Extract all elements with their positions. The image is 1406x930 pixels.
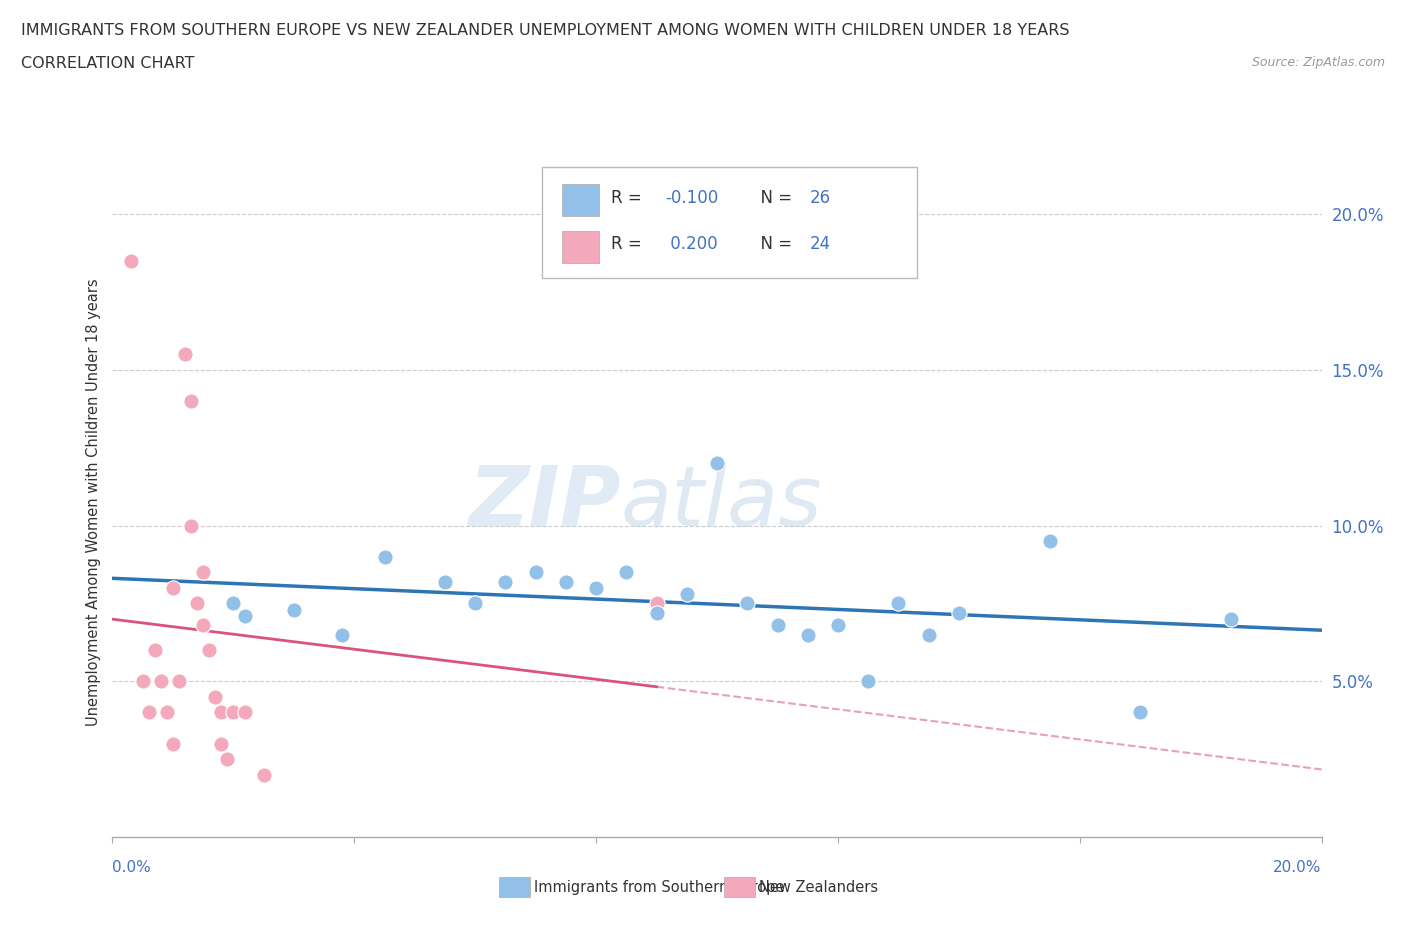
Point — [433, 574, 456, 589]
Point — [554, 574, 576, 589]
Text: ZIP: ZIP — [468, 461, 620, 543]
Point — [283, 603, 305, 618]
Point — [162, 580, 184, 595]
Point — [645, 596, 668, 611]
Point — [737, 596, 759, 611]
Point — [374, 550, 396, 565]
Point — [1038, 534, 1062, 549]
Point — [174, 347, 197, 362]
Point — [495, 574, 517, 589]
Point — [138, 705, 160, 720]
Bar — [562, 231, 599, 263]
Point — [198, 643, 221, 658]
Text: 26: 26 — [810, 189, 831, 206]
Point — [132, 674, 155, 689]
Point — [209, 705, 232, 720]
Point — [1129, 705, 1152, 720]
Point — [222, 705, 245, 720]
Point — [217, 751, 239, 766]
Point — [645, 605, 668, 620]
Point — [167, 674, 190, 689]
Bar — [562, 184, 599, 217]
Point — [149, 674, 172, 689]
Text: 24: 24 — [810, 235, 831, 253]
Point — [675, 587, 697, 602]
Point — [948, 605, 970, 620]
Point — [162, 737, 184, 751]
Y-axis label: Unemployment Among Women with Children Under 18 years: Unemployment Among Women with Children U… — [86, 278, 101, 726]
Point — [143, 643, 166, 658]
Point — [330, 627, 353, 642]
Text: R =: R = — [610, 235, 647, 253]
Point — [204, 689, 226, 704]
Point — [524, 565, 547, 579]
Point — [706, 456, 728, 471]
Text: 0.0%: 0.0% — [112, 860, 152, 875]
Text: Immigrants from Southern Europe: Immigrants from Southern Europe — [534, 880, 785, 895]
Text: N =: N = — [749, 235, 797, 253]
Text: CORRELATION CHART: CORRELATION CHART — [21, 56, 194, 71]
Point — [766, 618, 789, 632]
Text: atlas: atlas — [620, 461, 823, 543]
Point — [235, 608, 257, 623]
Point — [191, 618, 214, 632]
Text: Source: ZipAtlas.com: Source: ZipAtlas.com — [1251, 56, 1385, 69]
Text: 0.200: 0.200 — [665, 235, 717, 253]
Point — [180, 518, 202, 533]
Point — [887, 596, 910, 611]
FancyBboxPatch shape — [541, 167, 917, 278]
Point — [156, 705, 179, 720]
Point — [585, 580, 607, 595]
Point — [796, 627, 818, 642]
Text: 20.0%: 20.0% — [1274, 860, 1322, 875]
Point — [209, 737, 232, 751]
Point — [856, 674, 880, 689]
Point — [180, 393, 202, 408]
Text: IMMIGRANTS FROM SOUTHERN EUROPE VS NEW ZEALANDER UNEMPLOYMENT AMONG WOMEN WITH C: IMMIGRANTS FROM SOUTHERN EUROPE VS NEW Z… — [21, 23, 1070, 38]
Point — [235, 705, 257, 720]
Point — [120, 253, 142, 268]
Point — [827, 618, 849, 632]
Text: -0.100: -0.100 — [665, 189, 718, 206]
Text: New Zealanders: New Zealanders — [759, 880, 879, 895]
Text: R =: R = — [610, 189, 647, 206]
Point — [918, 627, 941, 642]
Point — [186, 596, 208, 611]
Point — [616, 565, 638, 579]
Point — [222, 596, 245, 611]
Point — [253, 767, 276, 782]
Point — [1220, 612, 1243, 627]
Point — [464, 596, 486, 611]
Point — [191, 565, 214, 579]
Text: N =: N = — [749, 189, 797, 206]
